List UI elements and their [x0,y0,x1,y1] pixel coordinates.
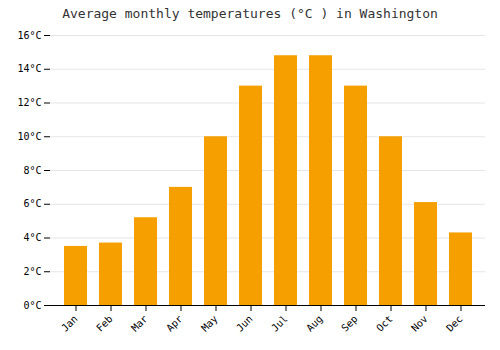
svg-text:Dec: Dec [444,313,465,334]
svg-text:Jul: Jul [269,313,290,334]
svg-text:8°C: 8°C [23,165,41,176]
html-text:Average monthly temperatures (: Average monthly temperatures (°C ) in Wa… [62,6,438,21]
svg-text:Jun: Jun [234,313,255,334]
svg-text:4°C: 4°C [23,232,41,243]
svg-text:2°C: 2°C [23,266,41,277]
svg-text:14°C: 14°C [17,63,41,74]
svg-text:16°C: 16°C [17,30,41,41]
svg-text:Aug: Aug [304,313,325,334]
svg-text:6°C: 6°C [23,198,41,209]
svg-text:Mar: Mar [129,313,150,334]
svg-text:10°C: 10°C [17,131,41,142]
svg-text:Jan: Jan [59,313,80,334]
svg-text:Oct: Oct [374,313,395,334]
svg-text:12°C: 12°C [17,97,41,108]
svg-text:Sep: Sep [339,313,360,334]
svg-text:May: May [199,313,220,334]
svg-text:Nov: Nov [409,313,430,334]
svg-text:Apr: Apr [164,313,185,334]
svg-text:0°C: 0°C [23,300,41,311]
svg-text:Feb: Feb [94,313,115,334]
